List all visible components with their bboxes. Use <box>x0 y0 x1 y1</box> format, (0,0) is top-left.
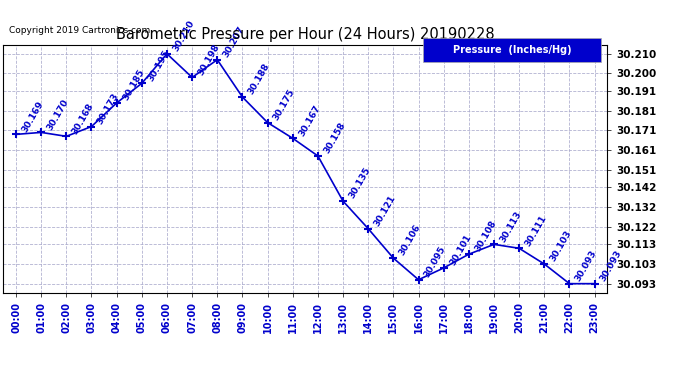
Text: 30.207: 30.207 <box>221 25 246 59</box>
Text: 30.169: 30.169 <box>20 99 46 134</box>
Text: 30.168: 30.168 <box>70 101 95 135</box>
Text: 30.106: 30.106 <box>397 223 422 257</box>
Text: 30.103: 30.103 <box>549 229 573 263</box>
Text: 30.158: 30.158 <box>322 121 347 155</box>
Text: Pressure  (Inches/Hg): Pressure (Inches/Hg) <box>453 45 571 55</box>
Text: 30.185: 30.185 <box>121 68 146 102</box>
Text: 30.093: 30.093 <box>573 249 599 283</box>
Text: Copyright 2019 Cartronics.com: Copyright 2019 Cartronics.com <box>10 26 150 35</box>
Text: 30.111: 30.111 <box>523 213 549 248</box>
FancyBboxPatch shape <box>423 38 601 62</box>
Text: 30.210: 30.210 <box>171 19 196 53</box>
Title: Barometric Pressure per Hour (24 Hours) 20190228: Barometric Pressure per Hour (24 Hours) … <box>116 27 495 42</box>
Text: 30.135: 30.135 <box>347 166 373 200</box>
Text: 30.175: 30.175 <box>272 87 297 122</box>
Text: 30.093: 30.093 <box>599 249 624 283</box>
Text: 30.195: 30.195 <box>146 48 171 82</box>
Text: 30.121: 30.121 <box>373 194 397 228</box>
Text: 30.101: 30.101 <box>448 233 473 267</box>
Text: 30.108: 30.108 <box>473 219 498 254</box>
Text: 30.173: 30.173 <box>96 91 121 126</box>
Text: 30.198: 30.198 <box>196 42 221 76</box>
Text: 30.188: 30.188 <box>246 62 272 96</box>
Text: 30.167: 30.167 <box>297 103 322 138</box>
Text: 30.113: 30.113 <box>498 209 523 244</box>
Text: 30.170: 30.170 <box>46 97 70 132</box>
Text: 30.095: 30.095 <box>423 244 448 279</box>
